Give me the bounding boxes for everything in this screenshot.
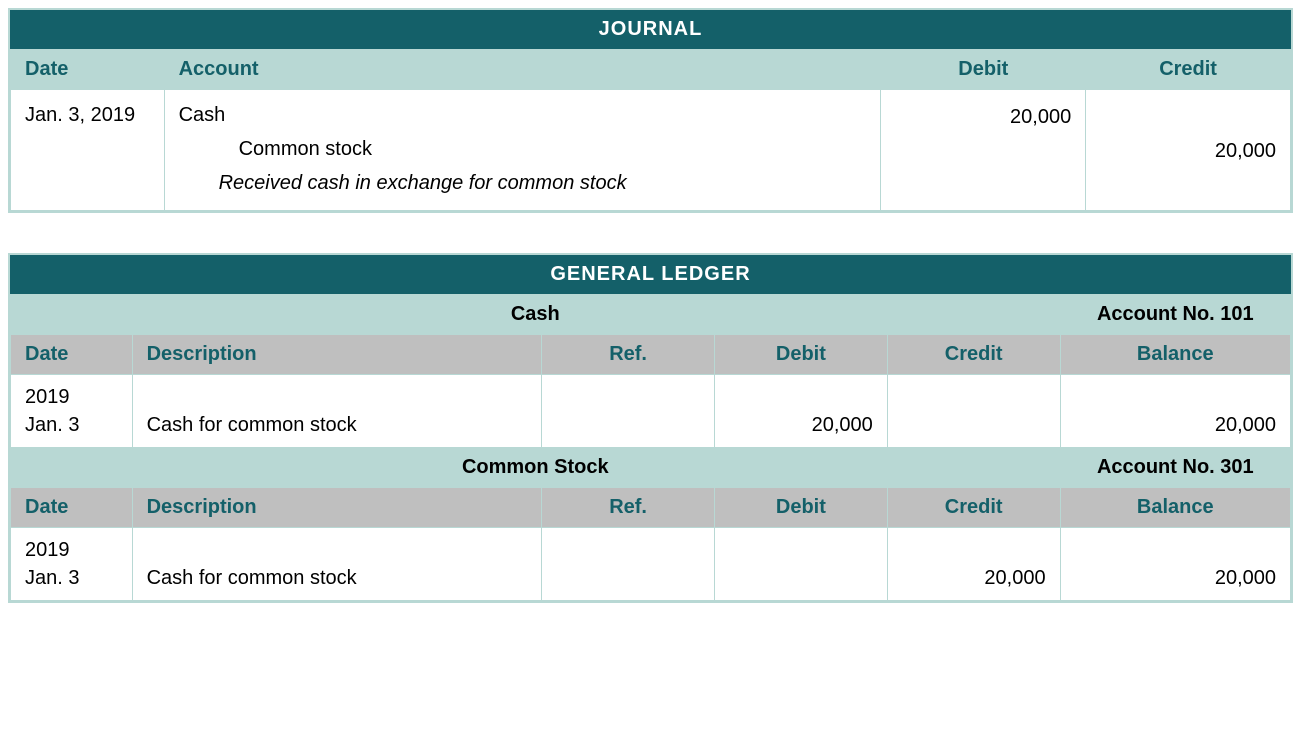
ledger-date-md: Jan. 3 — [25, 411, 118, 439]
ledger-ref — [542, 528, 715, 601]
ledger-date-md: Jan. 3 — [25, 564, 118, 592]
ledger-description: Cash for common stock — [132, 528, 542, 601]
journal-title: JOURNAL — [10, 10, 1291, 49]
ledger-col-credit: Credit — [887, 488, 1060, 528]
ledger-debit — [714, 528, 887, 601]
ledger-balance: 20,000 — [1060, 528, 1290, 601]
journal-table: JOURNAL Date Account Debit Credit Jan. 3… — [8, 8, 1293, 213]
journal-col-account: Account — [164, 50, 881, 90]
ledger-column-header-row: Date Description Ref. Debit Credit Balan… — [11, 335, 1291, 375]
journal-body: Date Account Debit Credit Jan. 3, 2019 C… — [10, 49, 1291, 211]
ledger-date-cell: 2019 Jan. 3 — [11, 375, 133, 448]
journal-date-cell: Jan. 3, 2019 — [11, 90, 165, 211]
ledger-table: GENERAL LEDGER Cash Account No. 101 Date… — [8, 253, 1293, 603]
ledger-date-year: 2019 — [25, 383, 118, 411]
ledger-column-header-row: Date Description Ref. Debit Credit Balan… — [11, 488, 1291, 528]
ledger-account-name: Cash — [11, 295, 1061, 335]
ledger-account-header-row: Common Stock Account No. 301 — [11, 448, 1291, 488]
ledger-ref — [542, 375, 715, 448]
ledger-description: Cash for common stock — [132, 375, 542, 448]
ledger-col-debit: Debit — [714, 488, 887, 528]
ledger-account-header-row: Cash Account No. 101 — [11, 295, 1291, 335]
ledger-col-date: Date — [11, 488, 133, 528]
journal-credit-cell: 20,000 — [1086, 90, 1291, 211]
ledger-col-date: Date — [11, 335, 133, 375]
journal-debit-account: Cash — [179, 98, 867, 132]
journal-column-header-row: Date Account Debit Credit — [11, 50, 1291, 90]
journal-date: Jan. 3, 2019 — [25, 98, 150, 132]
ledger-credit — [887, 375, 1060, 448]
journal-credit-amount: 20,000 — [1100, 134, 1276, 168]
ledger-credit: 20,000 — [887, 528, 1060, 601]
journal-col-credit: Credit — [1086, 50, 1291, 90]
journal-entry-row: Jan. 3, 2019 Cash Common stock Received … — [11, 90, 1291, 211]
ledger-account-number: Account No. 301 — [1060, 448, 1290, 488]
ledger-title: GENERAL LEDGER — [10, 255, 1291, 294]
ledger-col-balance: Balance — [1060, 335, 1290, 375]
ledger-col-description: Description — [132, 488, 542, 528]
journal-col-debit: Debit — [881, 50, 1086, 90]
journal-debit-cell: 20,000 — [881, 90, 1086, 211]
ledger-col-ref: Ref. — [542, 488, 715, 528]
ledger-date-cell: 2019 Jan. 3 — [11, 528, 133, 601]
ledger-account-number: Account No. 101 — [1060, 295, 1290, 335]
journal-credit-account: Common stock — [179, 132, 867, 166]
ledger-debit: 20,000 — [714, 375, 887, 448]
journal-account-cell: Cash Common stock Received cash in excha… — [164, 90, 881, 211]
ledger-body: Cash Account No. 101 Date Description Re… — [10, 294, 1291, 601]
ledger-data-row: 2019 Jan. 3 Cash for common stock 20,000… — [11, 528, 1291, 601]
journal-memo: Received cash in exchange for common sto… — [179, 166, 867, 200]
ledger-data-row: 2019 Jan. 3 Cash for common stock 20,000… — [11, 375, 1291, 448]
ledger-balance: 20,000 — [1060, 375, 1290, 448]
ledger-date-year: 2019 — [25, 536, 118, 564]
journal-col-date: Date — [11, 50, 165, 90]
ledger-col-description: Description — [132, 335, 542, 375]
ledger-col-ref: Ref. — [542, 335, 715, 375]
ledger-account-name: Common Stock — [11, 448, 1061, 488]
ledger-col-credit: Credit — [887, 335, 1060, 375]
ledger-col-debit: Debit — [714, 335, 887, 375]
journal-debit-amount: 20,000 — [895, 100, 1071, 134]
ledger-col-balance: Balance — [1060, 488, 1290, 528]
